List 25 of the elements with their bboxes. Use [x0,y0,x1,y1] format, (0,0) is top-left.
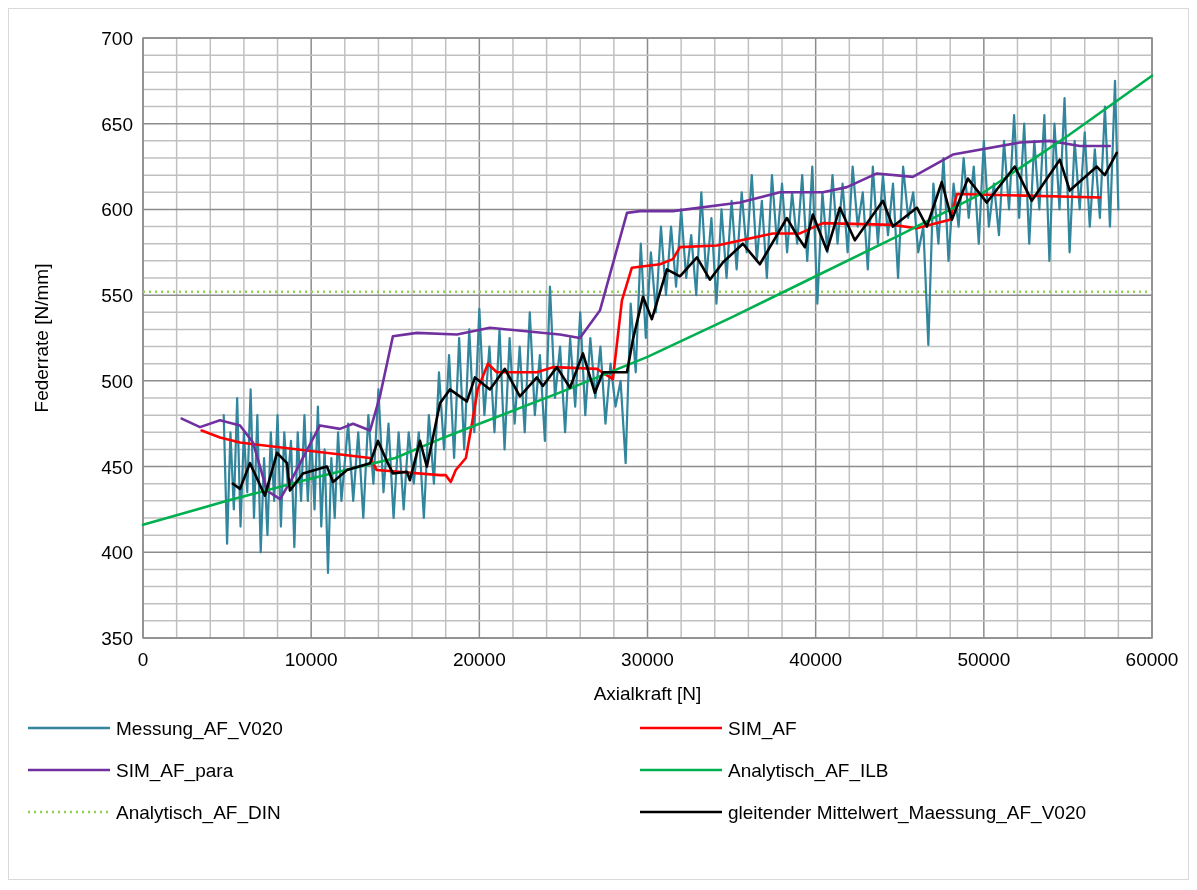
legend-label: SIM_AF [728,718,797,740]
x-tick-label: 60000 [1125,649,1179,670]
y-tick-label: 450 [101,456,133,478]
y-tick-label: 650 [101,113,133,135]
y-axis-title: Federrate [N/mm] [31,263,52,413]
y-tick-label: 400 [101,542,133,564]
y-tick-label: 700 [101,28,133,49]
legend-label: SIM_AF_para [116,760,234,782]
x-tick-label: 30000 [621,649,674,670]
x-tick-label: 0 [137,649,149,670]
line-series [141,74,1154,527]
x-tick-label: 50000 [957,649,1011,670]
x-tick-label: 10000 [284,649,338,670]
y-tick-label: 600 [101,199,133,221]
x-axis-title: Axialkraft [N] [593,683,702,704]
y-tick-label: 550 [101,285,133,307]
y-tick-label: 500 [101,370,133,392]
x-tick-label: 40000 [789,649,843,670]
legend-label: Messung_AF_V020 [116,718,283,740]
legend-label: Analytisch_AF_ILB [728,760,889,782]
legend-label: Analytisch_AF_DIN [116,802,281,824]
x-tick-label: 20000 [452,649,506,670]
line-series [222,79,1120,574]
legend-label: gleitender Mittelwert_Maessung_AF_V020 [728,802,1087,824]
y-tick-label: 350 [101,628,133,649]
